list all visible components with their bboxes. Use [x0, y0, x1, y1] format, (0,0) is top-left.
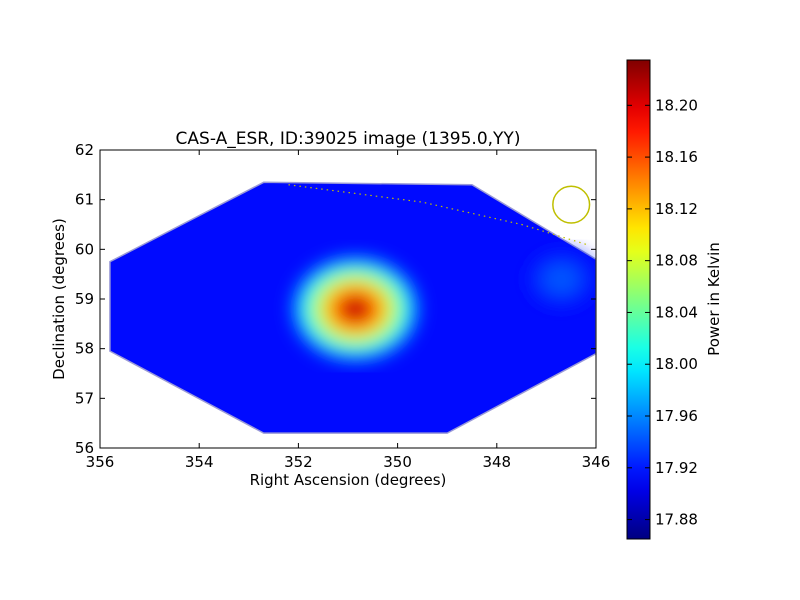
source-blob [526, 250, 596, 308]
x-tick-label: 346 [582, 453, 611, 471]
y-tick-label: 59 [75, 290, 94, 308]
y-tick-label: 61 [75, 191, 94, 209]
colorbar-axis: 17.88 17.92 17.96 18.00 18.04 18.08 18.12 18.16… [627, 96, 698, 529]
x-tick-label: 348 [482, 453, 511, 471]
x-tick-label: 356 [86, 453, 115, 471]
y-tick-label: 57 [75, 389, 94, 407]
colorbar-tick-label: 18.04 [655, 303, 698, 321]
y-tick-label: 58 [75, 340, 94, 358]
beam-circle [552, 185, 591, 224]
colorbar-tick-label: 17.88 [655, 511, 698, 529]
x-tick-label: 350 [383, 453, 412, 471]
colorbar-label: Power in Kelvin [705, 242, 723, 356]
source-contour [552, 271, 571, 287]
colorbar-tick-label: 18.20 [655, 96, 698, 114]
source-blob [292, 256, 419, 362]
chart-title: CAS-A_ESR, ID:39025 image (1395.0,YY) [176, 129, 521, 149]
y-axis-label: Declination (degrees) [50, 218, 68, 380]
colorbar-tick-label: 18.16 [655, 148, 698, 166]
colorbar-tick-label: 18.12 [655, 200, 698, 218]
y-tick-label: 56 [75, 439, 94, 457]
colorbar-tick-label: 18.00 [655, 355, 698, 373]
y-tick-label: 60 [75, 240, 94, 258]
y-tick-label: 62 [75, 141, 94, 159]
colorbar-tick-label: 17.92 [655, 459, 698, 477]
x-axis: 356 354 352 350 348 346 [86, 150, 611, 471]
colorbar [626, 59, 651, 540]
colorbar-tick-label: 18.08 [655, 252, 698, 270]
colorbar-tick-label: 17.96 [655, 407, 698, 425]
y-axis: 56 57 58 59 60 61 62 [75, 141, 596, 457]
x-axis-label: Right Ascension (degrees) [250, 471, 447, 489]
x-tick-label: 352 [284, 453, 313, 471]
x-tick-label: 354 [185, 453, 214, 471]
dotted-track [288, 184, 587, 245]
source-contour [347, 302, 364, 316]
heatmap-area [100, 150, 596, 448]
